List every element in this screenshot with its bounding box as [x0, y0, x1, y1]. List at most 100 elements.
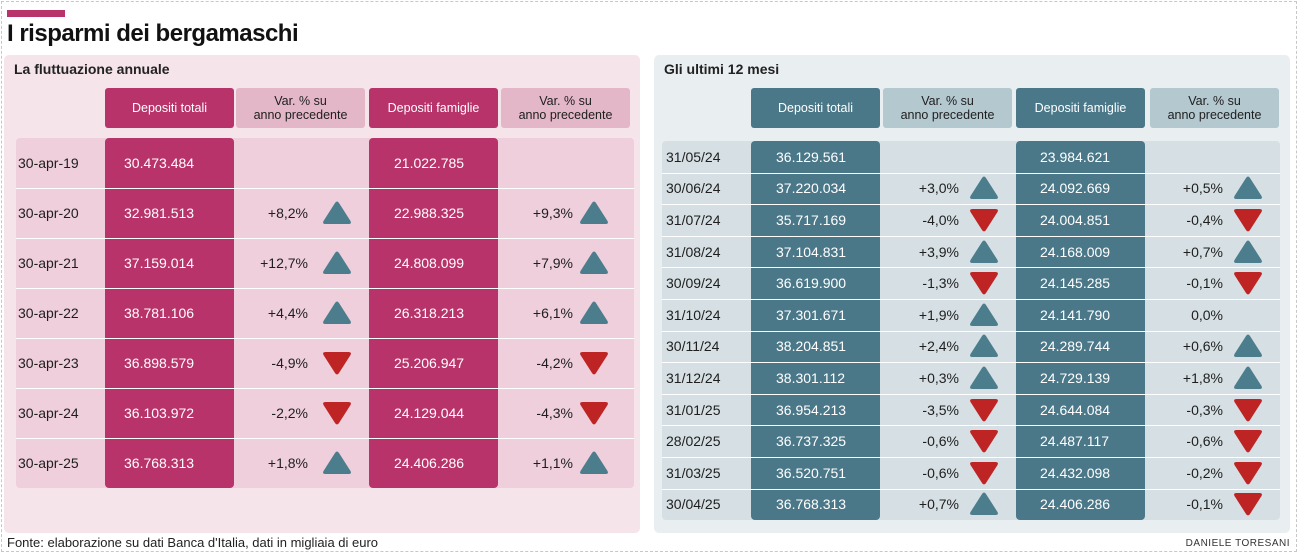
change-families-percent: +6,1% [532, 305, 573, 321]
deposits-families-value: 22.988.325 [394, 205, 465, 221]
row-date: 28/02/25 [666, 433, 721, 450]
arrow-down-icon [1234, 461, 1262, 485]
author-credit: DANIELE TORESANI [1185, 538, 1290, 549]
row-separator [662, 457, 1280, 458]
deposits-families-value: 23.984.621 [1040, 148, 1111, 165]
arrow-down-icon [580, 402, 608, 425]
change-total-percent: +8,2% [267, 205, 308, 221]
row-date: 30/06/24 [666, 180, 721, 197]
change-total-percent: -1,3% [922, 275, 959, 292]
row-date: 31/07/24 [666, 212, 721, 228]
deposits-families-value: 25.206.947 [394, 355, 465, 371]
change-families-percent: +1,1% [532, 455, 573, 471]
change-total-percent: -4,9% [271, 355, 308, 371]
arrow-down-icon [970, 272, 998, 295]
deposits-families-value: 24.644.084 [1040, 401, 1111, 418]
column-header-label: Var. % su anno precedente [900, 94, 995, 122]
arrow-down-icon [1234, 493, 1262, 516]
deposits-total-value: 36.103.972 [124, 405, 195, 421]
deposits-families-value: 24.168.009 [1040, 243, 1111, 260]
arrow-down-icon [323, 402, 351, 425]
change-total-percent: -3,5% [922, 401, 959, 418]
arrow-down-icon [1234, 209, 1262, 232]
change-families-percent: +9,3% [532, 205, 573, 221]
page-title: I risparmi dei bergamaschi [7, 20, 299, 47]
arrow-up-icon [323, 251, 351, 274]
row-separator [662, 362, 1280, 364]
row-date: 30-apr-19 [18, 155, 79, 171]
change-total-percent: -0,6% [922, 433, 959, 450]
deposits-families-value: 24.004.851 [1040, 212, 1111, 228]
row-date: 30-apr-20 [18, 205, 79, 221]
deposits-families-value: 24.729.139 [1040, 370, 1111, 386]
change-total-percent: -4,0% [922, 212, 959, 228]
source-note: Fonte: elaborazione su dati Banca d'Ital… [7, 535, 379, 550]
deposits-total-value: 38.301.112 [776, 370, 846, 386]
change-total-percent: +4,4% [267, 305, 308, 321]
column-header-label: Depositi totali [777, 101, 854, 115]
arrow-down-icon [580, 352, 608, 375]
arrow-up-icon [580, 251, 608, 274]
change-total-percent: +1,9% [918, 306, 959, 323]
deposits-families-value: 21.022.785 [394, 155, 465, 171]
row-separator [16, 238, 634, 239]
arrow-down-icon [970, 461, 998, 485]
row-date: 30-apr-22 [18, 305, 79, 321]
column-header-label: Var. % su anno precedente [1167, 94, 1262, 122]
row-separator [16, 438, 634, 439]
column-header: Depositi totali [751, 88, 880, 128]
arrow-up-icon [323, 451, 351, 474]
row-separator [16, 288, 634, 289]
deposits-total-value: 36.768.313 [124, 455, 195, 471]
row-date: 30/09/24 [666, 275, 721, 292]
deposits-families-value: 24.487.117 [1040, 433, 1110, 450]
deposits-families-value: 24.406.286 [394, 455, 465, 471]
change-families-percent: +0,6% [1182, 338, 1223, 355]
deposits-total-value: 37.220.034 [776, 180, 847, 197]
arrow-up-icon [970, 240, 998, 263]
change-families-percent: -0,6% [1186, 433, 1223, 450]
title-accent-bar [7, 10, 65, 17]
column-header: Var. % su anno precedente [236, 88, 365, 128]
row-separator [662, 393, 1280, 395]
change-families-percent: -4,3% [536, 405, 573, 421]
row-date: 31/10/24 [666, 306, 721, 323]
deposits-total-value: 38.204.851 [776, 338, 847, 355]
arrow-up-icon [323, 201, 351, 224]
row-date: 30/11/24 [666, 338, 720, 355]
panel-title: Gli ultimi 12 mesi [664, 61, 780, 77]
deposits-families-value: 24.145.285 [1040, 275, 1111, 292]
column-header-label: Depositi famiglie [1034, 101, 1127, 115]
change-families-percent: -4,2% [536, 355, 573, 371]
row-separator [662, 172, 1280, 174]
column-header: Var. % su anno precedente [501, 88, 630, 128]
row-separator [662, 425, 1280, 427]
deposits-families-value: 24.141.790 [1040, 306, 1111, 323]
deposits-families-value: 24.406.286 [1040, 496, 1111, 513]
deposits-total-value: 37.104.831 [776, 243, 847, 260]
last-12-months-panel: Gli ultimi 12 mesi Depositi totali Var. %… [654, 55, 1290, 533]
annual-fluctuation-panel: La fluttuazione annuale Depositi totali V… [4, 55, 640, 533]
deposits-families-value: 24.092.669 [1040, 180, 1111, 197]
column-header: Depositi totali [105, 88, 234, 128]
row-separator [662, 267, 1280, 269]
deposits-families-value: 24.129.044 [394, 405, 465, 421]
change-families-percent: +1,8% [1182, 370, 1223, 386]
column-header: Var. % su anno precedente [883, 88, 1012, 128]
arrow-up-icon [1234, 240, 1262, 263]
change-families-percent: -0,1% [1186, 275, 1223, 292]
change-total-percent: +3,0% [918, 180, 959, 197]
deposits-families-value: 24.432.098 [1040, 464, 1111, 481]
arrow-up-icon [323, 301, 351, 324]
row-date: 30-apr-25 [18, 455, 79, 471]
row-date: 30/04/25 [666, 496, 721, 513]
deposits-total-value: 36.129.561 [776, 148, 847, 165]
row-date: 31/01/25 [666, 401, 721, 418]
arrow-down-icon [323, 352, 351, 375]
deposits-total-value: 36.520.751 [776, 464, 847, 481]
arrow-down-icon [1234, 398, 1262, 422]
arrow-up-icon [1234, 334, 1262, 358]
arrow-down-icon [970, 430, 998, 453]
change-families-percent: -0,2% [1186, 464, 1223, 481]
column-header: Var. % su anno precedente [1150, 88, 1279, 128]
